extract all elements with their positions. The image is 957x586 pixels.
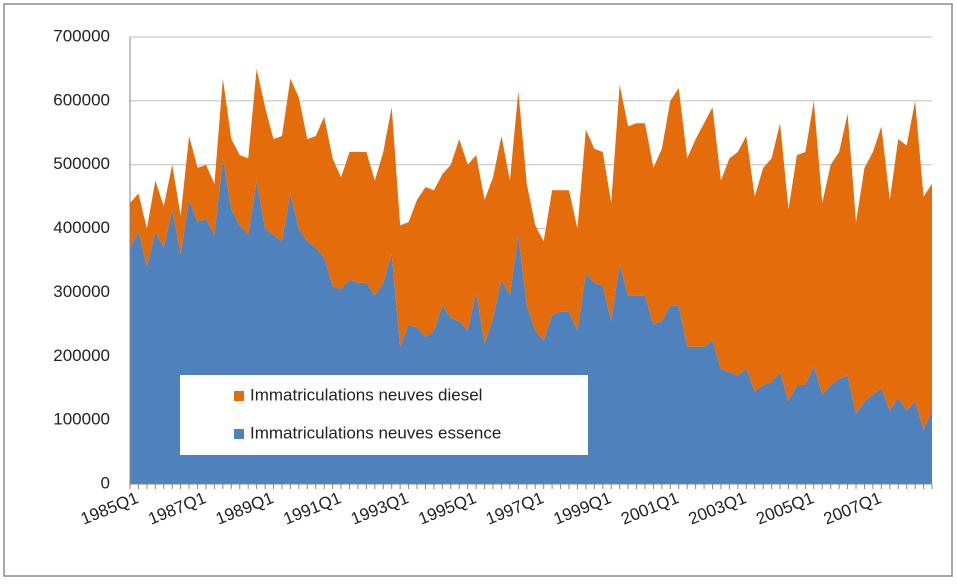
legend: Immatriculations neuves diesel Immatricul…: [180, 375, 588, 455]
legend-label: Immatriculations neuves essence: [250, 423, 501, 442]
y-tick-label: 600000: [53, 90, 110, 109]
area: [130, 68, 932, 430]
y-tick-label: 700000: [53, 26, 110, 45]
y-tick-label: 300000: [53, 282, 110, 301]
legend-swatch: [234, 429, 244, 439]
legend-label: Immatriculations neuves diesel: [250, 385, 482, 404]
y-tick-label: 400000: [53, 218, 110, 237]
y-tick-label: 0: [101, 473, 110, 492]
y-tick-label: 100000: [53, 410, 110, 429]
y-tick-label: 500000: [53, 154, 110, 173]
y-tick-label: 200000: [53, 346, 110, 365]
legend-swatch: [234, 391, 244, 401]
legend-box: [180, 375, 588, 455]
